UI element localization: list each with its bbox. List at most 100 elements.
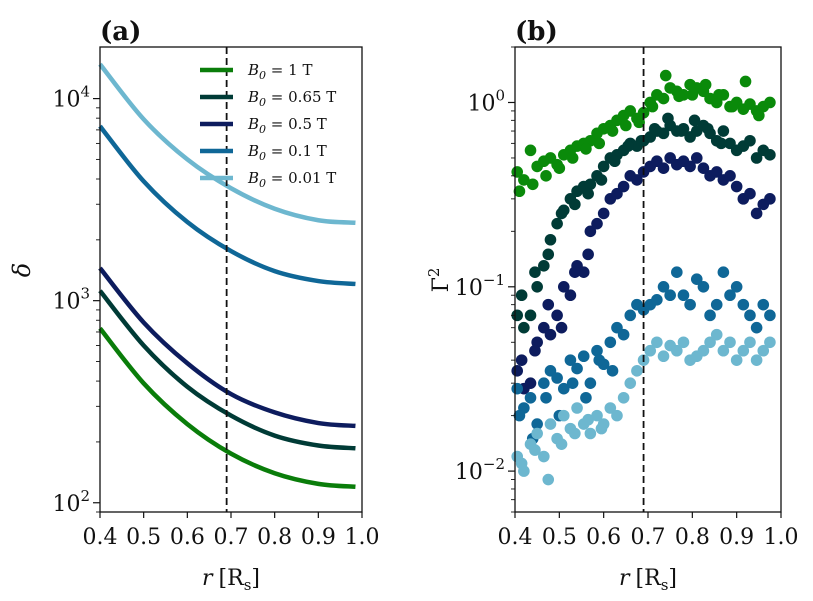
scatter-point [710, 298, 723, 311]
y-tick-label: 10−1 [455, 271, 505, 301]
scatter-point [750, 321, 763, 334]
scatter-point [591, 217, 603, 230]
scatter-point [662, 112, 674, 125]
scatter-point [524, 309, 537, 322]
scatter-point [542, 248, 555, 261]
series-line-b-0-0-5-t [98, 266, 356, 429]
scatter-point [651, 294, 663, 306]
panel-b-y-ticks: 10−2 10−1 100 [455, 46, 515, 513]
x-tick-label: 0.6 [586, 525, 621, 550]
series-line-b-0-0-01-t [98, 62, 356, 225]
scatter-point [657, 350, 670, 363]
x-tick-label: 1.0 [764, 525, 799, 550]
scatter-point [657, 162, 670, 175]
scatter-point [710, 328, 723, 341]
scatter-point [526, 178, 539, 191]
scatter-point [524, 144, 537, 157]
series-line-b-0-0-1-t [98, 124, 356, 287]
scatter-point [724, 336, 736, 349]
scatter-point [542, 298, 555, 311]
panel-b-y-axis-label: Γ2 [425, 268, 454, 293]
y-tick-label: 102 [52, 487, 90, 517]
scatter-point [540, 391, 552, 404]
scatter-point [690, 273, 703, 285]
scatter-point [604, 402, 617, 414]
scatter-point [564, 289, 577, 302]
x-tick-label: 0.9 [301, 525, 336, 550]
scatter-point [617, 180, 630, 193]
scatter-point [617, 391, 630, 404]
scatter-point [671, 266, 683, 279]
scatter-point [518, 321, 530, 334]
scatter-point [657, 92, 670, 105]
panel-b-plot-area [511, 47, 776, 512]
scatter-point [584, 178, 597, 191]
legend-label-b-0-0-65-t: B0 = 0.65 T [247, 88, 336, 109]
scatter-point [750, 207, 763, 220]
x-tick-label: 0.7 [631, 525, 666, 550]
scatter-point [644, 344, 657, 357]
scatter-point [551, 309, 563, 322]
scatter-point [684, 160, 696, 173]
scatter-point [555, 438, 568, 450]
scatter-point [577, 266, 590, 279]
scatter-point [657, 127, 670, 140]
scatter-point [764, 309, 776, 322]
scatter-point [524, 377, 537, 389]
scatter-point [584, 225, 597, 238]
series-points-b-0-1-t [511, 69, 776, 198]
scatter-point [538, 377, 550, 389]
scatter-point [569, 266, 581, 279]
scatter-point [675, 125, 688, 137]
x-tick-label: 0.4 [83, 525, 118, 550]
scatter-point [724, 170, 736, 182]
panel-b: (b) 0.4 0.5 0.6 0.7 0.8 0.9 1.0 10−2 10−1 100 Γ2… [425, 17, 799, 594]
legend-label-b-0-0-1-t: B0 = 0.1 T [247, 142, 327, 163]
scatter-point [529, 444, 541, 456]
scatter-point [757, 298, 770, 311]
scatter-point [753, 109, 765, 122]
scatter-point [538, 259, 550, 272]
scatter-point [538, 450, 550, 463]
scatter-point [635, 134, 648, 147]
scatter-point [604, 336, 617, 349]
scatter-point [750, 354, 763, 366]
scatter-point [531, 418, 543, 430]
scatter-point [631, 174, 643, 186]
series-points-b-0-0-65-t [511, 112, 776, 334]
scatter-point [690, 152, 703, 164]
scatter-point [511, 365, 524, 377]
scatter-point [551, 372, 563, 384]
scatter-point [622, 140, 634, 152]
scatter-point [717, 266, 730, 279]
scatter-point [524, 391, 537, 404]
scatter-point [744, 336, 756, 349]
scatter-point [739, 75, 752, 88]
x-tick-label: 0.9 [719, 525, 754, 550]
scatter-point [597, 207, 610, 220]
scatter-point [624, 309, 637, 322]
scatter-point [717, 125, 730, 137]
scatter-point [664, 289, 676, 302]
scatter-point [699, 78, 712, 91]
scatter-point [684, 298, 696, 311]
scatter-point [702, 122, 714, 135]
scatter-point [704, 309, 716, 322]
scatter-point [646, 100, 659, 113]
scatter-point [730, 180, 743, 193]
series-line-b-0-1-t [98, 326, 356, 489]
x-tick-label: 0.5 [126, 525, 161, 550]
scatter-point [730, 280, 743, 293]
scatter-point [608, 155, 621, 168]
scatter-point [717, 344, 730, 357]
scatter-point [531, 427, 543, 440]
x-tick-label: 0.5 [542, 525, 577, 550]
scatter-point [597, 160, 610, 173]
panel-a-legend: B0 = 1 T B0 = 0.65 T B0 = 0.5 T B0 = 0.1 T B… [200, 61, 336, 190]
scatter-point [633, 116, 645, 129]
scatter-point [544, 418, 557, 430]
scatter-point [744, 134, 756, 147]
scatter-point [606, 365, 619, 377]
y-tick-label: 103 [52, 285, 90, 315]
x-tick-label: 0.4 [498, 525, 533, 550]
